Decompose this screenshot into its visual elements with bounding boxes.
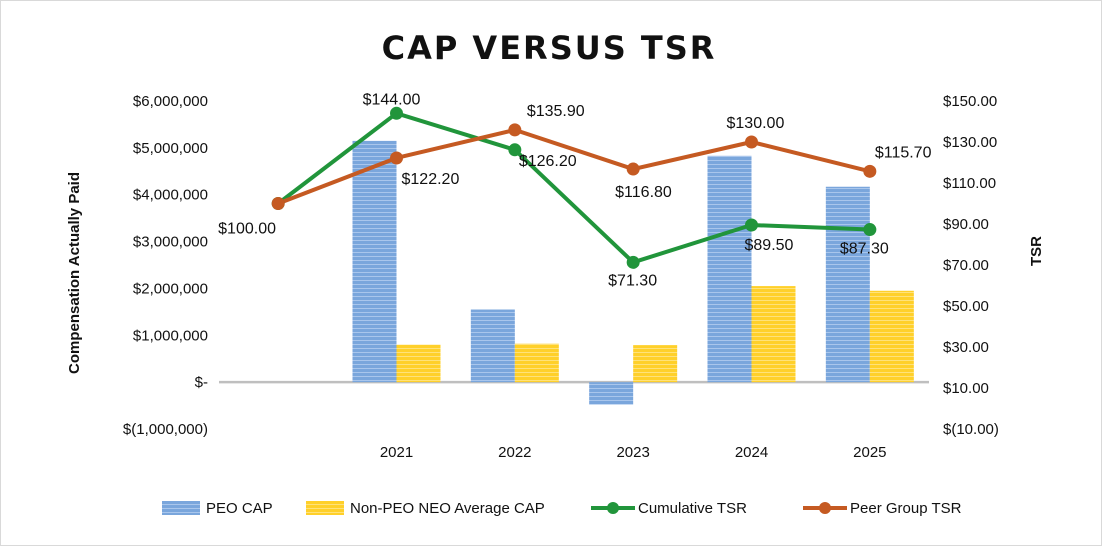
y-tick-label: $5,000,000: [133, 140, 208, 157]
y2-tick-label: $110.00: [943, 175, 996, 192]
bar-non-peo-neo-avg-cap: [633, 345, 678, 383]
legend-marker: [819, 502, 831, 514]
legend-label: Non-PEO NEO Average CAP: [350, 500, 545, 517]
y-tick-label: $(1,000,000): [123, 421, 208, 438]
legend-swatch: [306, 501, 344, 515]
peer-group-tsr-data-label: $100.00: [218, 221, 276, 238]
y-tick-label: $6,000,000: [133, 93, 208, 110]
bar-non-peo-neo-avg-cap: [514, 343, 559, 383]
y-tick-label: $-: [195, 374, 208, 391]
y-tick-label: $1,000,000: [133, 327, 208, 344]
peer-group-tsr-point: [626, 162, 640, 176]
legend-label: PEO CAP: [206, 500, 273, 517]
chart-title: CAP VERSUS TSR: [382, 29, 717, 67]
bar-non-peo-neo-avg-cap: [751, 286, 796, 383]
cumulative-tsr-data-label: $126.20: [519, 153, 577, 170]
bar-non-peo-neo-avg-cap: [396, 344, 441, 383]
peer-group-tsr-point: [271, 197, 285, 210]
y-tick-label: $4,000,000: [133, 187, 208, 204]
legend-swatch: [162, 501, 200, 515]
peer-group-tsr-data-label: $130.00: [727, 115, 785, 132]
cumulative-tsr-data-label: $71.30: [608, 272, 657, 289]
y2-tick-label: $50.00: [943, 298, 989, 315]
peer-group-tsr-point: [863, 164, 877, 178]
bar-peo-cap: [707, 155, 752, 383]
y2-tick-label: $70.00: [943, 257, 989, 274]
peer-group-tsr-point: [390, 151, 403, 165]
legend-label: Peer Group TSR: [850, 500, 962, 517]
peer-group-tsr-point: [508, 123, 522, 137]
peer-group-tsr-point: [745, 135, 758, 149]
peer-group-tsr-data-label: $116.80: [615, 184, 672, 201]
y2-tick-label: $130.00: [943, 134, 997, 151]
peer-group-tsr-line: [277, 127, 871, 206]
bar-peo-cap: [825, 186, 870, 383]
bar-peo-cap: [589, 382, 634, 405]
cumulative-tsr-point: [745, 218, 758, 232]
y2-tick-label: $30.00: [943, 339, 989, 356]
y2-tick-label: $(10.00): [943, 421, 999, 438]
y-axis-title: Compensation Actually Paid: [66, 172, 83, 374]
cumulative-tsr-line: [276, 111, 870, 265]
cumulative-tsr-data-label: $89.50: [745, 237, 794, 254]
peer-group-tsr-data-label: $115.70: [875, 144, 932, 161]
peer-group-tsr-data-label: $122.20: [402, 171, 460, 188]
y2-tick-label: $150.00: [943, 93, 997, 110]
cumulative-tsr-data-label: $144.00: [363, 91, 421, 108]
bar-peo-cap: [470, 309, 515, 383]
y-tick-label: $2,000,000: [133, 280, 208, 297]
bar-non-peo-neo-avg-cap: [869, 290, 914, 383]
bar-peo-cap: [352, 140, 397, 383]
cumulative-tsr-point: [390, 106, 403, 120]
legend-label: Cumulative TSR: [638, 500, 747, 517]
cumulative-tsr-point: [508, 143, 522, 157]
cumulative-tsr-data-label: $87.30: [840, 241, 889, 258]
x-tick-label: 2023: [616, 444, 649, 461]
x-tick-label: 2024: [735, 444, 768, 461]
x-tick-label: 2021: [380, 444, 413, 461]
cumulative-tsr-point: [626, 255, 640, 269]
y-tick-label: $3,000,000: [133, 234, 208, 251]
x-tick-label: 2022: [498, 444, 531, 461]
x-tick-label: 2025: [853, 444, 886, 461]
peer-group-tsr-data-label: $135.90: [527, 103, 585, 120]
y2-axis-title: TSR: [1028, 236, 1045, 266]
y2-tick-label: $90.00: [943, 216, 989, 233]
y2-tick-label: $10.00: [943, 380, 989, 397]
cumulative-tsr-point: [863, 223, 877, 237]
legend-marker: [607, 502, 619, 514]
